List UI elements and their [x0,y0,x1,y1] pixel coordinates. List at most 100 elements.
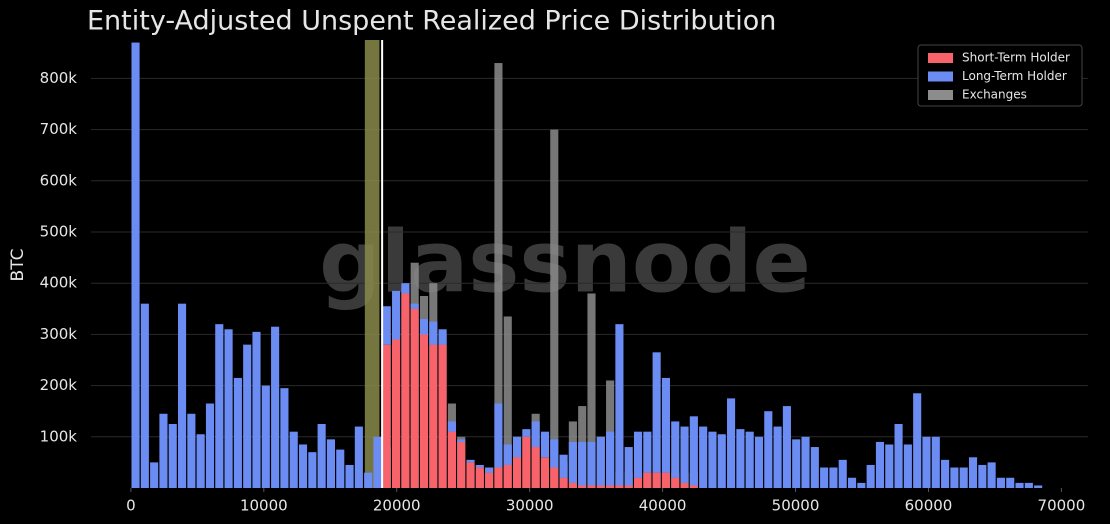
bar [913,393,922,488]
bar [661,472,670,488]
bar [587,441,596,486]
bar [801,436,810,488]
bar [866,464,875,488]
bar [661,377,670,473]
bar [336,449,345,488]
bar [512,436,522,458]
bar [531,447,540,488]
bar [298,444,308,488]
bar [968,457,978,488]
bar [159,413,168,488]
bar [522,436,531,488]
bar [615,324,624,486]
bar [150,462,159,488]
bar [624,485,633,488]
bar [410,303,419,309]
bar [419,319,429,335]
bar [438,344,447,488]
bar [1006,477,1015,488]
bar [903,444,912,488]
bar [689,416,698,486]
bar [829,467,838,488]
bar [224,329,233,488]
bar [447,421,456,432]
bar [671,477,680,488]
bar [494,467,503,488]
bar [987,462,996,488]
bar [382,344,391,488]
bar [978,464,987,488]
bar [540,457,550,488]
bar [345,464,354,488]
bar [485,472,494,488]
bar [429,321,438,345]
bar [699,426,708,488]
bar [996,477,1005,488]
bar [419,334,429,488]
bar [243,344,252,488]
bar [326,439,335,488]
bar [559,477,568,488]
bar [364,472,373,488]
bar [550,439,559,468]
bar [168,424,177,488]
bar [252,331,261,488]
bar [643,472,652,488]
y-tick-label: 700k [40,120,78,138]
x-tick-label: 70000 [1038,497,1086,515]
legend-swatch [928,71,953,82]
bar [959,467,968,488]
bar [457,439,466,442]
bar [178,303,187,488]
bar [559,454,568,478]
bar [550,467,559,488]
bar [810,447,819,488]
bar [522,429,531,437]
y-tick-label: 100k [40,427,78,445]
bar [615,485,624,488]
bar [708,431,717,488]
x-tick-label: 50000 [772,497,820,515]
bar [205,403,215,488]
bar [140,303,149,488]
bar [578,441,587,486]
bar [457,441,466,488]
bar [885,444,894,488]
bar [717,434,726,488]
x-tick-label: 60000 [905,497,953,515]
shaded-range [364,40,380,488]
bar [847,477,857,488]
bar [1015,482,1024,488]
legend-label: Short-Term Holder [962,51,1070,65]
bar [875,441,885,488]
y-tick-label: 500k [40,223,78,241]
bar [233,377,242,488]
bar [764,411,773,488]
bar [1024,482,1033,488]
bar [820,467,829,488]
legend-label: Long-Term Holder [962,69,1067,83]
bar [680,426,689,483]
legend: Short-Term Holder Long-Term Holder Exchang… [917,44,1083,107]
bar [950,467,959,488]
bar [475,464,484,468]
bar [624,447,633,486]
y-tick-label: 800k [40,69,78,87]
bar [475,467,484,488]
bar [792,439,801,488]
bar [633,431,643,478]
bar [512,457,522,488]
x-tick-label: 40000 [639,497,687,515]
bar [643,431,652,473]
bar [392,290,401,340]
y-tick-label: 400k [40,274,78,292]
legend-swatch [928,90,953,100]
bar [438,329,447,345]
legend-swatch [928,53,953,63]
x-tick-label: 0 [126,497,136,515]
bar [736,429,745,488]
bar [503,464,512,488]
bar [196,434,205,488]
bar [187,413,196,488]
